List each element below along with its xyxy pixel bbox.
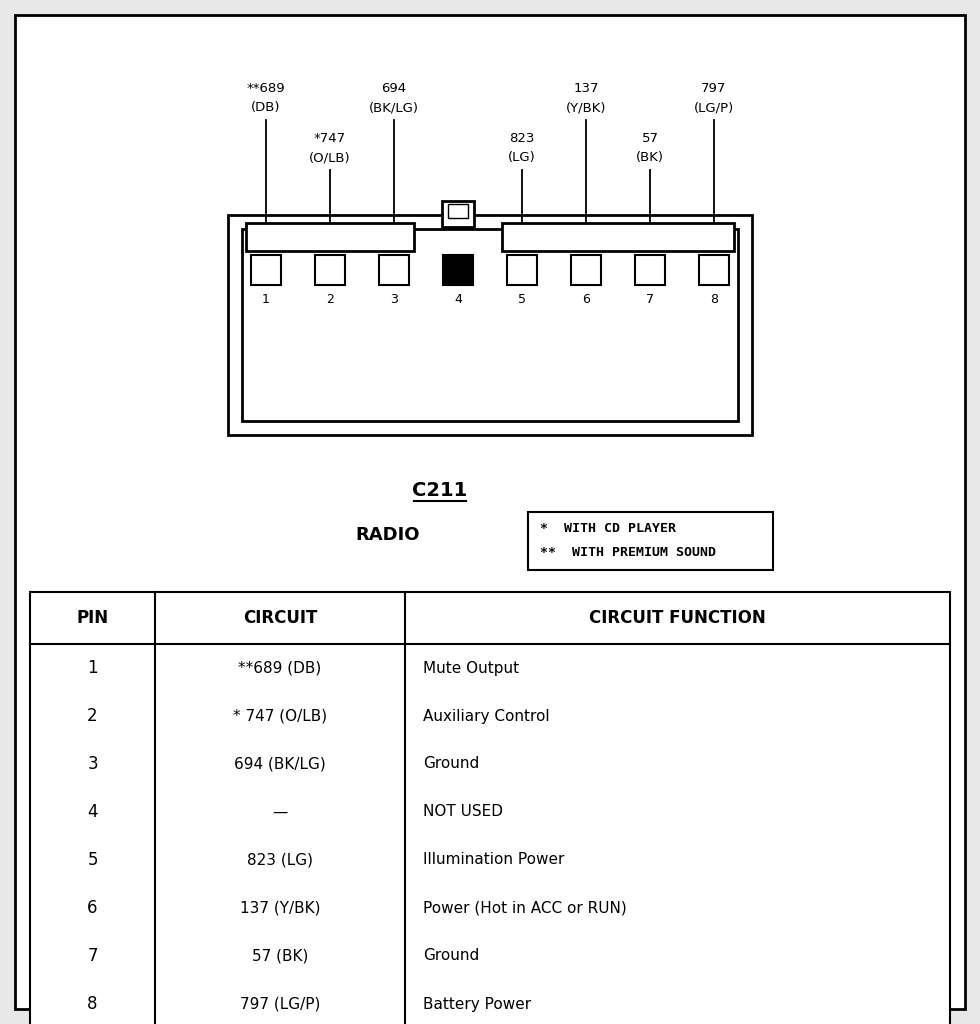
Bar	[246, 223, 414, 251]
Text: CIRCUIT FUNCTION: CIRCUIT FUNCTION	[589, 609, 766, 627]
Bar	[443, 255, 473, 285]
Text: (BK): (BK)	[636, 152, 664, 165]
Text: C211: C211	[413, 480, 467, 500]
Bar	[502, 223, 734, 251]
Text: **  WITH PREMIUM SOUND: ** WITH PREMIUM SOUND	[540, 547, 716, 559]
Text: Auxiliary Control: Auxiliary Control	[423, 709, 550, 724]
Bar	[228, 215, 752, 435]
Text: 823 (LG): 823 (LG)	[247, 853, 313, 867]
Text: (LG/P): (LG/P)	[694, 101, 734, 115]
Text: —: —	[272, 805, 287, 819]
Text: 3: 3	[390, 293, 398, 306]
Text: 694 (BK/LG): 694 (BK/LG)	[234, 757, 326, 771]
Text: 4: 4	[87, 803, 98, 821]
Text: (LG): (LG)	[508, 152, 536, 165]
Text: 6: 6	[582, 293, 590, 306]
Bar	[442, 201, 474, 227]
Text: 694: 694	[381, 82, 407, 94]
Text: Illumination Power: Illumination Power	[423, 853, 564, 867]
Bar	[635, 255, 665, 285]
Text: Ground: Ground	[423, 757, 479, 771]
Text: 137: 137	[573, 82, 599, 94]
Text: *747: *747	[314, 131, 346, 144]
Text: CIRCUIT: CIRCUIT	[243, 609, 318, 627]
Text: 5: 5	[87, 851, 98, 869]
Bar	[448, 204, 468, 218]
Text: 2: 2	[326, 293, 334, 306]
Text: 8: 8	[87, 995, 98, 1013]
Text: 2: 2	[87, 707, 98, 725]
Text: 6: 6	[87, 899, 98, 918]
Text: Mute Output: Mute Output	[423, 660, 519, 676]
Bar	[379, 255, 409, 285]
Text: Ground: Ground	[423, 948, 479, 964]
Bar	[30, 592, 950, 1024]
Text: Power (Hot in ACC or RUN): Power (Hot in ACC or RUN)	[423, 900, 627, 915]
Text: (Y/BK): (Y/BK)	[565, 101, 607, 115]
Text: **689 (DB): **689 (DB)	[238, 660, 321, 676]
Text: 1: 1	[262, 293, 270, 306]
Bar	[242, 229, 738, 421]
Text: * 747 (O/LB): * 747 (O/LB)	[233, 709, 327, 724]
Text: 3: 3	[87, 755, 98, 773]
Text: **689: **689	[247, 82, 285, 94]
Bar	[251, 255, 281, 285]
Text: 823: 823	[510, 131, 535, 144]
Text: (O/LB): (O/LB)	[309, 152, 351, 165]
Bar	[507, 255, 537, 285]
Text: 57: 57	[642, 131, 659, 144]
Text: PIN: PIN	[76, 609, 109, 627]
Text: 7: 7	[646, 293, 654, 306]
Text: 137 (Y/BK): 137 (Y/BK)	[240, 900, 320, 915]
Text: *  WITH CD PLAYER: * WITH CD PLAYER	[540, 522, 676, 536]
Bar	[571, 255, 601, 285]
Text: 57 (BK): 57 (BK)	[252, 948, 308, 964]
Text: 1: 1	[87, 659, 98, 677]
Text: NOT USED: NOT USED	[423, 805, 503, 819]
Text: RADIO: RADIO	[356, 526, 420, 544]
Text: 5: 5	[518, 293, 526, 306]
Text: 8: 8	[710, 293, 718, 306]
Text: 797: 797	[702, 82, 727, 94]
Bar	[699, 255, 729, 285]
Text: (BK/LG): (BK/LG)	[369, 101, 419, 115]
Text: (DB): (DB)	[251, 101, 280, 115]
Bar	[528, 512, 773, 570]
Text: 4: 4	[454, 293, 462, 306]
Bar	[315, 255, 345, 285]
Text: Battery Power: Battery Power	[423, 996, 531, 1012]
Text: 7: 7	[87, 947, 98, 965]
Text: 797 (LG/P): 797 (LG/P)	[240, 996, 320, 1012]
